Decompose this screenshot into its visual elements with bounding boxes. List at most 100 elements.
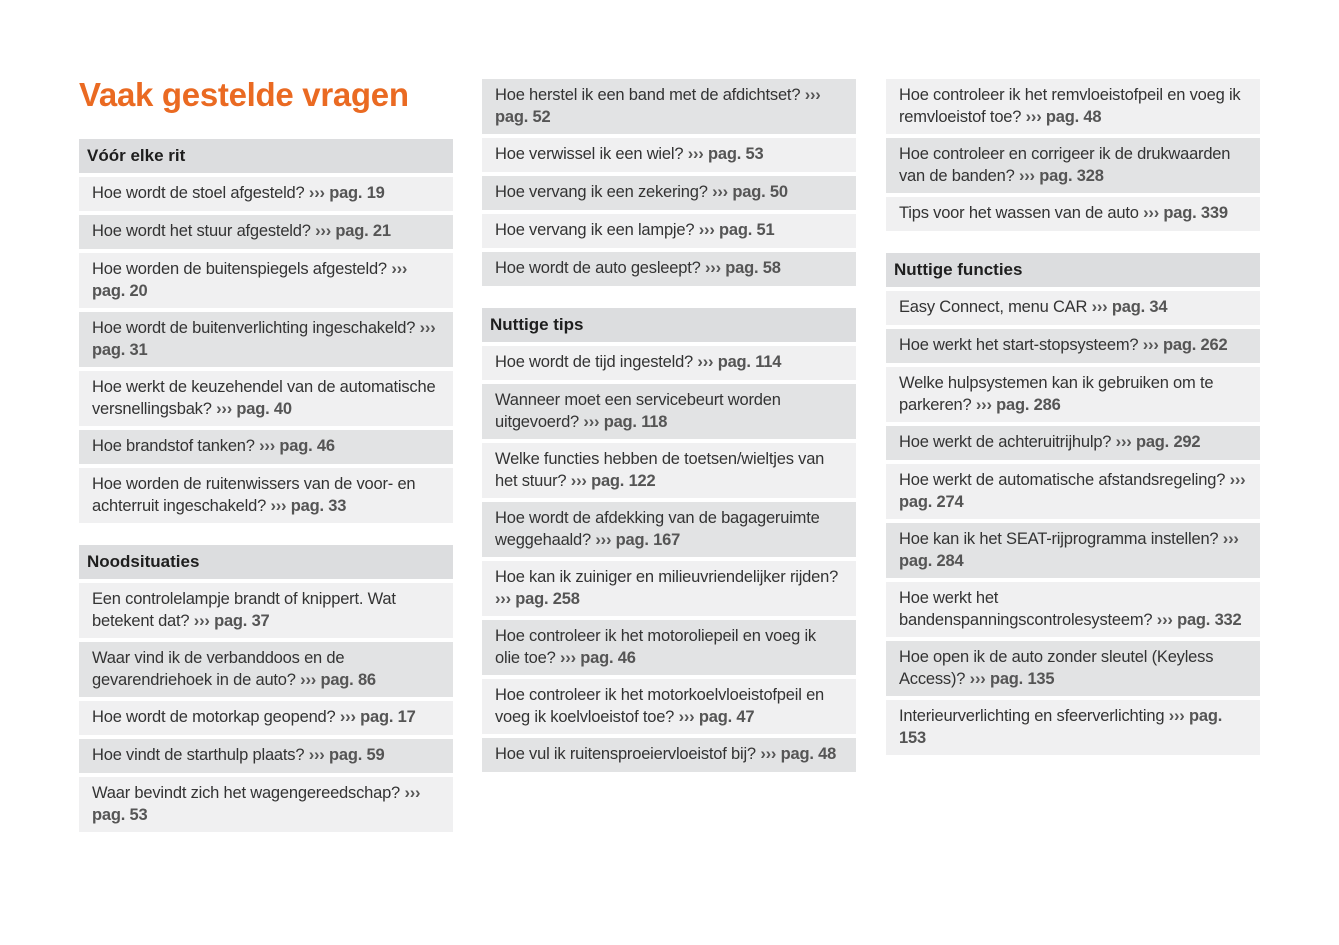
- page-number[interactable]: pag. 33: [290, 496, 347, 515]
- page-number[interactable]: pag. 40: [236, 399, 292, 418]
- page-reference-link[interactable]: ››› pag. 284: [899, 530, 1239, 570]
- faq-item: Hoe open ik de auto zonder sleutel (Keyl…: [886, 641, 1260, 696]
- arrow-icon: ›››: [1091, 298, 1108, 316]
- arrow-icon: ›››: [1168, 707, 1185, 725]
- page-number[interactable]: pag. 46: [279, 437, 335, 455]
- page-reference-link[interactable]: ››› pag. 286: [976, 396, 1061, 414]
- page-reference-link[interactable]: ››› pag. 53: [688, 145, 764, 163]
- page-reference-link[interactable]: ››› pag. 59: [309, 746, 385, 764]
- page-reference-link[interactable]: ››› pag. 48: [1026, 108, 1102, 126]
- page-number[interactable]: pag. 47: [698, 707, 755, 726]
- page-reference-link[interactable]: ››› pag. 53: [92, 784, 421, 824]
- page-number[interactable]: pag. 274: [899, 492, 964, 511]
- faq-question: Hoe controleer ik het remvloeistofpeil e…: [899, 86, 1241, 126]
- faq-item: Hoe vervang ik een lampje? ››› pag. 51: [482, 214, 856, 248]
- page-number[interactable]: pag. 52: [495, 107, 551, 126]
- faq-question: Hoe verwissel ik een wiel?: [495, 145, 684, 163]
- page-reference-link[interactable]: ››› pag. 58: [705, 259, 781, 277]
- page-reference-link[interactable]: ››› pag. 114: [697, 353, 781, 371]
- page-reference-link[interactable]: ››› pag. 47: [679, 708, 755, 726]
- page-reference-link[interactable]: ››› pag. 52: [495, 86, 821, 126]
- page-number[interactable]: pag. 284: [899, 551, 964, 570]
- page-number[interactable]: pag. 20: [92, 281, 148, 300]
- faq-question: Interieurverlichting en sfeerverlichting: [899, 707, 1165, 725]
- page-number[interactable]: pag. 53: [707, 145, 764, 163]
- page-number[interactable]: pag. 53: [92, 805, 148, 824]
- page-reference-link[interactable]: ››› pag. 33: [270, 497, 346, 515]
- page-reference-link[interactable]: ››› pag. 332: [1157, 611, 1242, 629]
- page-number[interactable]: pag. 262: [1163, 336, 1228, 354]
- page-reference-link[interactable]: ››› pag. 19: [309, 184, 385, 202]
- page-number[interactable]: pag. 118: [603, 412, 668, 431]
- page-reference-link[interactable]: ››› pag. 37: [194, 612, 270, 630]
- faq-question: Hoe brandstof tanken?: [92, 437, 255, 455]
- page-number[interactable]: pag. 135: [989, 669, 1055, 688]
- faq-item: Hoe wordt de afdekking van de bagageruim…: [482, 502, 856, 557]
- page-number[interactable]: pag. 19: [329, 184, 385, 202]
- page-number[interactable]: pag. 17: [360, 708, 416, 726]
- page-number[interactable]: pag. 34: [1111, 298, 1168, 316]
- faq-item: Welke hulpsystemen kan ik gebruiken om t…: [886, 367, 1260, 422]
- page-number[interactable]: pag. 37: [214, 611, 270, 630]
- page-number[interactable]: pag. 339: [1163, 204, 1228, 222]
- page-reference-link[interactable]: ››› pag. 153: [899, 707, 1222, 747]
- page-reference-link[interactable]: ››› pag. 17: [340, 708, 416, 726]
- page-reference-link[interactable]: ››› pag. 46: [560, 649, 636, 667]
- faq-item: Waar bevindt zich het wagengereedschap? …: [79, 777, 453, 832]
- arrow-icon: ›››: [308, 746, 325, 764]
- faq-item: Hoe wordt het stuur afgesteld? ››› pag. …: [79, 215, 453, 249]
- page-number[interactable]: pag. 258: [515, 589, 580, 608]
- page-reference-link[interactable]: ››› pag. 50: [712, 183, 788, 201]
- arrow-icon: ›››: [193, 611, 210, 630]
- page-number[interactable]: pag. 122: [591, 471, 656, 490]
- page-number[interactable]: pag. 21: [335, 222, 391, 240]
- page-number[interactable]: pag. 46: [580, 648, 636, 667]
- page-number[interactable]: pag. 332: [1177, 610, 1242, 629]
- page-reference-link[interactable]: ››› pag. 122: [571, 472, 656, 490]
- faq-item: Hoe controleer ik het motoroliepeil en v…: [482, 620, 856, 675]
- faq-question: Hoe vul ik ruitensproeiervloeistof bij?: [495, 745, 756, 763]
- section-spacer: [482, 290, 856, 304]
- faq-item: Interieurverlichting en sfeerverlichting…: [886, 700, 1260, 755]
- page-reference-link[interactable]: ››› pag. 46: [259, 437, 335, 455]
- faq-item: Hoe werkt het bandenspanningscontrolesys…: [886, 582, 1260, 637]
- arrow-icon: ›››: [570, 471, 587, 490]
- page-reference-link[interactable]: ››› pag. 292: [1116, 433, 1201, 451]
- faq-item: Hoe wordt de motorkap geopend? ››› pag. …: [79, 701, 453, 735]
- page-reference-link[interactable]: ››› pag. 51: [699, 221, 775, 239]
- page-reference-link[interactable]: ››› pag. 339: [1143, 204, 1228, 222]
- page-reference-link[interactable]: ››› pag. 86: [300, 671, 376, 689]
- page-reference-link[interactable]: ››› pag. 274: [899, 471, 1246, 511]
- page-reference-link[interactable]: ››› pag. 40: [216, 400, 292, 418]
- page-number[interactable]: pag. 286: [996, 395, 1061, 414]
- page-reference-link[interactable]: ››› pag. 262: [1143, 336, 1228, 354]
- page-reference-link[interactable]: ››› pag. 258: [495, 590, 580, 608]
- page-reference-link[interactable]: ››› pag. 31: [92, 319, 436, 359]
- arrow-icon: ›››: [969, 669, 986, 688]
- page-number[interactable]: pag. 59: [328, 746, 385, 764]
- page-reference-link[interactable]: ››› pag. 21: [315, 222, 391, 240]
- page-number[interactable]: pag. 292: [1135, 433, 1201, 451]
- page-number[interactable]: pag. 153: [899, 707, 1223, 747]
- page-number[interactable]: pag. 48: [1045, 107, 1102, 126]
- page-number[interactable]: pag. 48: [780, 745, 837, 763]
- page-number[interactable]: pag. 114: [717, 353, 782, 371]
- page-reference-link[interactable]: ››› pag. 135: [970, 670, 1055, 688]
- page-number[interactable]: pag. 58: [725, 259, 781, 277]
- page-reference-link[interactable]: ››› pag. 20: [92, 260, 407, 300]
- page-number[interactable]: pag. 50: [732, 183, 788, 201]
- page-reference-link[interactable]: ››› pag. 167: [595, 531, 680, 549]
- page-number[interactable]: pag. 328: [1039, 166, 1104, 185]
- page-reference-link[interactable]: ››› pag. 34: [1092, 298, 1168, 316]
- page-number[interactable]: pag. 86: [320, 670, 376, 689]
- faq-question: Een controlelampje brandt of knippert. W…: [92, 590, 396, 630]
- arrow-icon: ›››: [495, 589, 511, 608]
- page-reference-link[interactable]: ››› pag. 328: [1019, 167, 1104, 185]
- arrow-icon: ›››: [712, 183, 728, 201]
- faq-question: Hoe werkt de keuzehendel van de automati…: [92, 378, 436, 418]
- page-reference-link[interactable]: ››› pag. 118: [583, 413, 667, 431]
- page-reference-link[interactable]: ››› pag. 48: [760, 745, 836, 763]
- page-number[interactable]: pag. 51: [719, 221, 775, 239]
- page-number[interactable]: pag. 167: [615, 530, 681, 549]
- page-number[interactable]: pag. 31: [92, 340, 148, 359]
